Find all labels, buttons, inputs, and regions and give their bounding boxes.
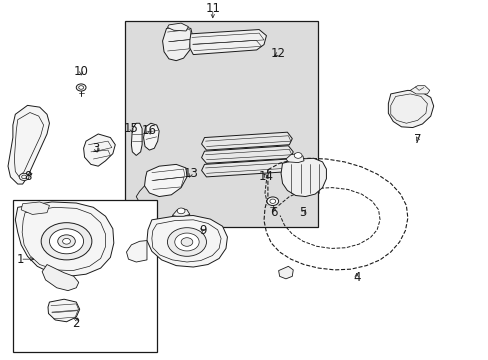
Circle shape (177, 208, 184, 214)
Polygon shape (201, 132, 292, 150)
Text: 2: 2 (72, 317, 80, 330)
Polygon shape (167, 23, 188, 31)
Polygon shape (42, 265, 79, 291)
Polygon shape (8, 105, 49, 184)
Polygon shape (201, 146, 293, 163)
Text: 3: 3 (92, 142, 99, 155)
Circle shape (76, 84, 86, 91)
Polygon shape (172, 208, 189, 216)
Text: 16: 16 (142, 124, 157, 137)
Circle shape (174, 233, 199, 251)
Polygon shape (201, 159, 293, 177)
Polygon shape (126, 240, 147, 262)
Circle shape (21, 175, 26, 179)
Polygon shape (83, 134, 115, 166)
Polygon shape (278, 266, 293, 279)
Text: 9: 9 (199, 224, 206, 237)
Text: 8: 8 (24, 170, 31, 183)
Text: 6: 6 (269, 206, 277, 219)
Text: 12: 12 (270, 47, 285, 60)
Polygon shape (143, 123, 159, 150)
Circle shape (266, 197, 278, 206)
Polygon shape (48, 299, 80, 322)
Circle shape (19, 173, 29, 180)
Polygon shape (15, 202, 114, 276)
Circle shape (181, 238, 192, 246)
Text: 14: 14 (259, 170, 273, 183)
Polygon shape (189, 30, 266, 55)
Circle shape (294, 153, 302, 158)
Polygon shape (131, 123, 142, 156)
Circle shape (79, 86, 83, 89)
Polygon shape (21, 202, 49, 215)
Text: 5: 5 (299, 206, 306, 219)
Circle shape (167, 228, 206, 256)
Circle shape (62, 238, 70, 244)
Circle shape (41, 223, 92, 260)
Polygon shape (162, 26, 193, 61)
Text: 7: 7 (413, 133, 421, 146)
Text: 13: 13 (183, 167, 198, 180)
Circle shape (58, 235, 75, 248)
Polygon shape (285, 154, 304, 163)
Bar (13, 200, 157, 352)
Polygon shape (147, 216, 227, 267)
Bar (125, 21, 317, 227)
Circle shape (269, 199, 275, 203)
Polygon shape (144, 165, 186, 197)
Text: 1: 1 (17, 253, 24, 266)
Circle shape (49, 229, 83, 254)
Text: 10: 10 (74, 65, 88, 78)
Polygon shape (409, 86, 429, 94)
Text: 11: 11 (205, 2, 220, 15)
Text: 15: 15 (123, 122, 139, 135)
Polygon shape (281, 158, 326, 197)
Polygon shape (387, 90, 433, 127)
Text: 4: 4 (352, 271, 360, 284)
